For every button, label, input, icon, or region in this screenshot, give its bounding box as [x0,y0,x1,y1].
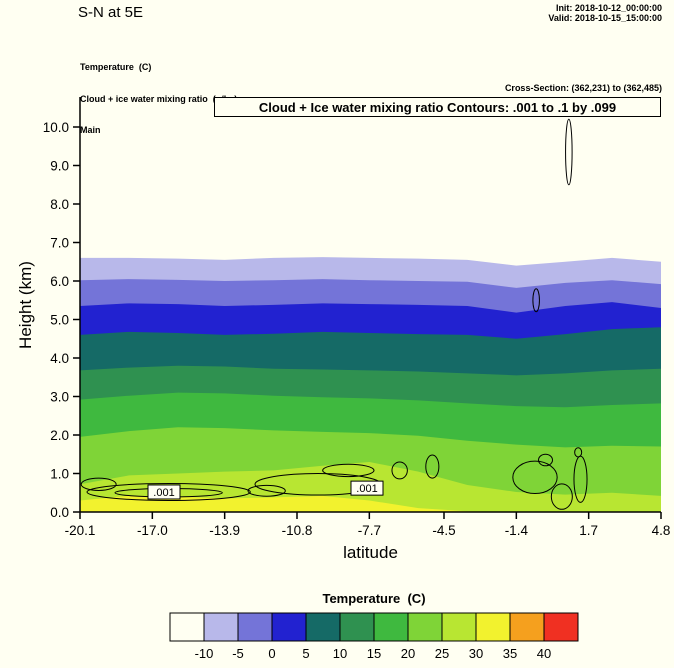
colorbar-tick-label: 15 [367,646,381,661]
cloud-contour-line [532,288,540,313]
x-tick-label: -17.0 [137,523,168,538]
cloud-contour-line [86,483,251,501]
colorbar-cell [475,612,511,642]
colorbar-cell [509,612,545,642]
cloud-contour-line [512,460,558,495]
cloud-contour-line [322,463,375,478]
colorbar-title: Temperature (C) [322,591,426,606]
cloud-contour-line [574,447,583,458]
plot-area: .001 .001 [80,97,661,512]
contour-label: .001 [153,487,174,499]
contour-label-box [147,484,181,500]
y-tick-label: 8.0 [50,197,69,212]
x-tick-label: -7.7 [358,523,381,538]
init-timestamp: Init: 2018-10-12_00:00:00 [555,3,662,13]
colorbar-cell [543,612,579,642]
colorbar-tick-label: 40 [537,646,551,661]
y-tick-label: 2.0 [50,428,69,443]
colorbar-cell [373,612,409,642]
page-title: S-N at 5E [78,4,144,21]
y-tick-label: 3.0 [50,390,69,405]
colorbar-cell [237,612,273,642]
cross-section-note: Cross-Section: (362,231) to (362,485) [504,83,662,93]
y-tick-label: 7.0 [50,236,69,251]
cloud-contour-line [425,454,440,479]
colorbar-cell [441,612,477,642]
colorbar-cell [203,612,239,642]
y-tick-label: 10.0 [43,120,69,135]
colorbar-tick-label: -10 [195,646,214,661]
x-axis-title: latitude [343,543,398,562]
colorbar-cell [169,612,205,642]
contour-label-box [350,480,384,496]
cloud-contour-line [80,477,117,491]
y-axis-title: Height (km) [16,261,35,349]
colorbar-tick-label: 35 [503,646,517,661]
colorbar-cell [407,612,443,642]
y-tick-label: 1.0 [50,467,69,482]
cloud-contour-line [391,461,408,480]
y-tick-label: 0.0 [50,505,69,520]
colorbar-tick-label: -5 [232,646,244,661]
colorbar-tick-label: 5 [302,646,309,661]
x-tick-label: -13.9 [209,523,240,538]
colorbar-cell [339,612,375,642]
cloud-contour-line [565,118,573,186]
cloud-contour-line [550,483,573,510]
x-tick-label: -10.8 [282,523,313,538]
y-tick-label: 4.0 [50,351,69,366]
cloud-contour-line [538,453,553,467]
contour-title-box: Cloud + Ice water mixing ratio Contours:… [214,97,661,117]
x-tick-label: 1.7 [579,523,598,538]
valid-timestamp: Valid: 2018-10-15_15:00:00 [548,13,662,23]
x-tick-label: -1.4 [505,523,529,538]
x-tick-label: -4.5 [432,523,455,538]
legend-main: Main [80,125,101,135]
y-tick-label: 9.0 [50,159,69,174]
colorbar-tick-label: 10 [333,646,347,661]
colorbar-tick-label: 0 [268,646,275,661]
temperature-band-30 [80,495,661,512]
y-tick-label: 5.0 [50,313,69,328]
cloud-contour-line [247,484,286,497]
y-tick-label: 6.0 [50,274,69,289]
colorbar-cell [305,612,341,642]
colorbar-tick-label: 25 [435,646,449,661]
colorbar-tick-label: 20 [401,646,415,661]
colorbar-cell [271,612,307,642]
legend-temperature: Temperature (C) [80,62,152,72]
x-tick-label: -20.1 [65,523,96,538]
x-tick-label: 4.8 [652,523,671,538]
colorbar-tick-label: 30 [469,646,483,661]
contour-label: .001 [356,483,377,495]
